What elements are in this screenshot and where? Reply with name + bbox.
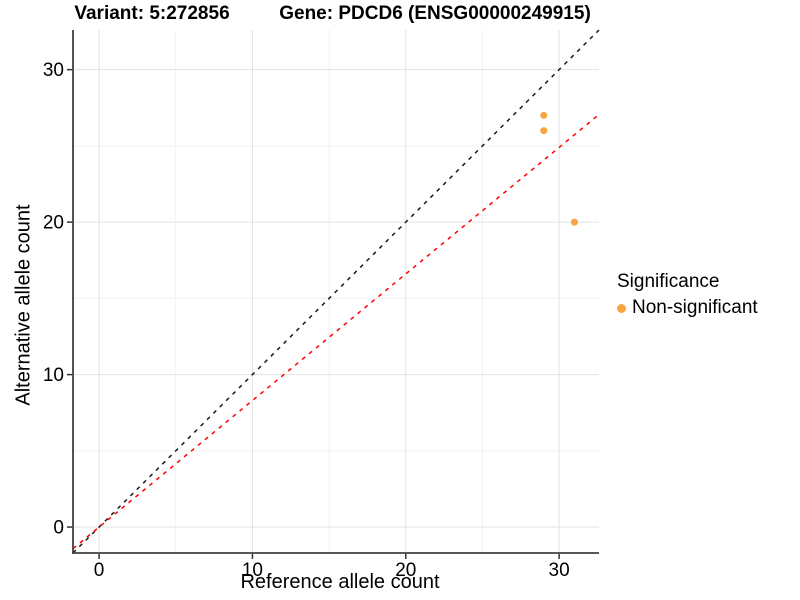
plot-title-variant: Variant: 5:272856 (74, 3, 230, 24)
red-dashed-line (72, 113, 600, 550)
x-tick-label: 20 (395, 560, 416, 581)
y-axis-label: Alternative allele count (12, 204, 35, 406)
y-tick-label: 0 (53, 518, 64, 539)
minor-gridlines (73, 30, 599, 553)
data-point (570, 218, 578, 226)
y-tick-label: 10 (43, 365, 64, 386)
data-point (540, 111, 548, 119)
x-tick-label: 10 (242, 560, 263, 581)
major-gridlines (73, 30, 599, 553)
data-point (540, 127, 548, 135)
x-tick-label: 30 (549, 560, 570, 581)
legend: Significance Non-significant (617, 271, 758, 319)
legend-title: Significance (617, 271, 720, 292)
y-tick-label: 30 (43, 60, 64, 81)
x-axis-ticks: 0 10 20 30 (94, 554, 570, 581)
identity-line (72, 29, 600, 554)
plot-title-gene: Gene: PDCD6 (ENSG00000249915) (279, 3, 591, 24)
data-points (540, 111, 578, 226)
legend-item-label: Non-significant (632, 297, 758, 318)
x-axis-label: Reference allele count (240, 571, 440, 593)
point-marker-icon (617, 303, 626, 313)
axis-lines (72, 30, 599, 554)
y-axis-ticks: 0 10 20 30 (43, 60, 72, 539)
legend-item-non-significant: Non-significant (617, 297, 758, 319)
x-tick-label: 0 (94, 560, 105, 581)
y-tick-label: 20 (43, 213, 64, 234)
